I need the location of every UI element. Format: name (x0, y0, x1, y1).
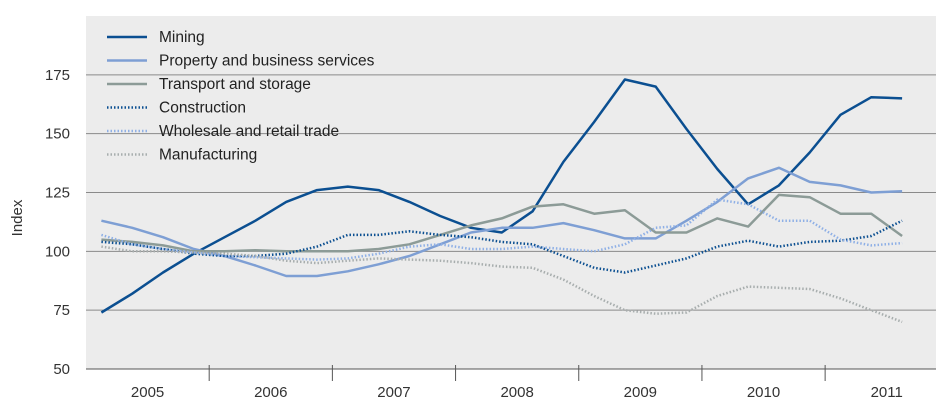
series-line-property-and-business-services (101, 166, 903, 278)
y-tick-label: 125 (45, 185, 70, 202)
series-line-mining (100, 78, 903, 314)
legend-label: Property and business services (159, 53, 375, 70)
series-line-transport-and-storage (101, 193, 903, 253)
x-tick-label: 2008 (500, 384, 533, 401)
series-line-manufacturing (101, 245, 903, 324)
y-tick-label: 150 (45, 126, 70, 143)
legend-label: Construction (159, 100, 246, 117)
y-tick-label: 75 (53, 302, 70, 319)
y-tick-label: 100 (45, 243, 70, 260)
x-tick-label: 2006 (254, 384, 287, 401)
y-axis-title: Index (9, 199, 26, 236)
x-axis: 2005 2006 2007 2008 2009 2010 2011 (131, 384, 903, 401)
legend-label: Manufacturing (159, 147, 257, 164)
series-group (100, 78, 903, 324)
legend: Mining Property and business services Tran… (107, 29, 375, 164)
y-axis: 50 75 100 125 150 175 (45, 67, 70, 378)
legend-label: Transport and storage (159, 76, 311, 93)
x-tick-label: 2011 (871, 384, 903, 401)
y-tick-label: 175 (45, 67, 70, 84)
x-tick-marks (208, 365, 826, 381)
x-tick-label: 2005 (131, 384, 164, 401)
legend-label: Wholesale and retail trade (159, 123, 339, 140)
x-tick-label: 2010 (747, 384, 780, 401)
x-tick-label: 2009 (624, 384, 657, 401)
series-line-construction (101, 219, 903, 274)
legend-label: Mining (159, 29, 205, 46)
x-tick-label: 2007 (377, 384, 410, 401)
y-tick-label: 50 (53, 361, 70, 378)
